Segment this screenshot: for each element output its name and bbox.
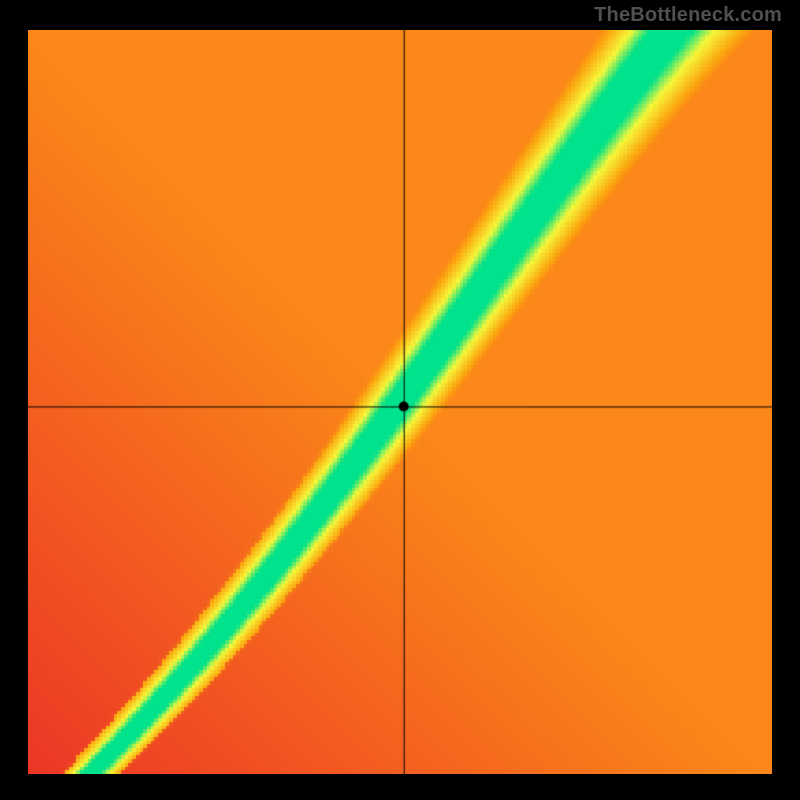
chart-frame: { "attribution": { "text": "TheBottlenec… [0, 0, 800, 800]
attribution-text: TheBottleneck.com [594, 4, 782, 27]
bottleneck-heatmap [28, 30, 772, 774]
